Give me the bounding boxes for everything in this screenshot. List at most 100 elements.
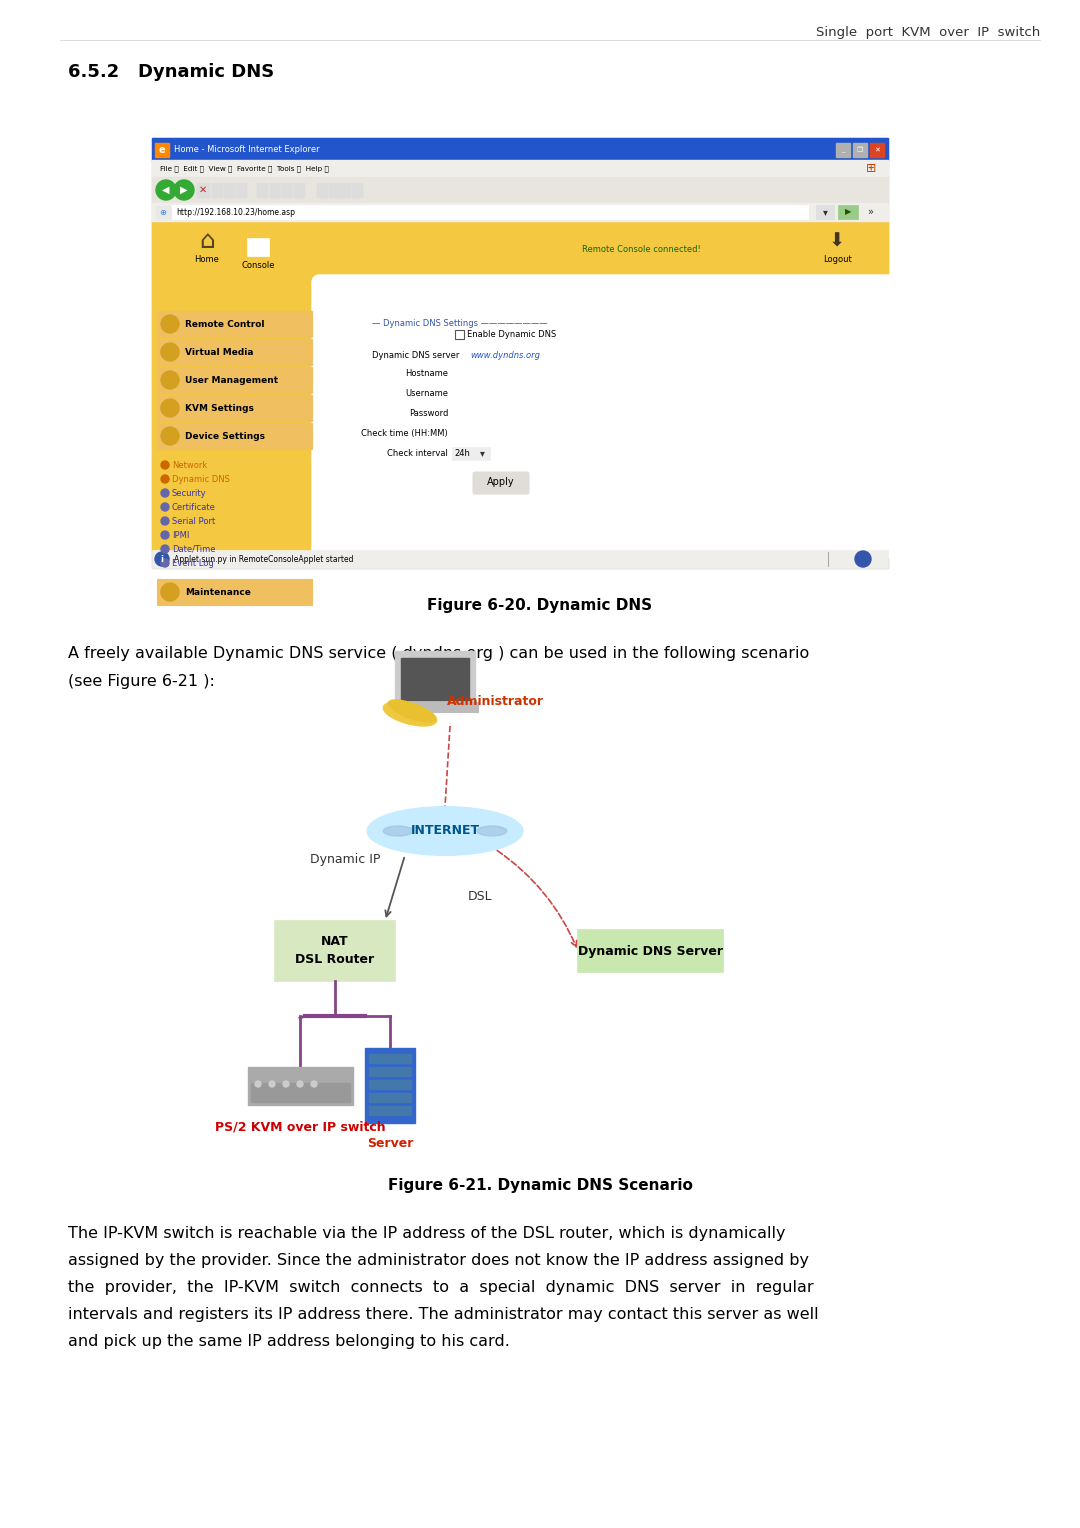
Text: Security: Security xyxy=(172,489,206,498)
Bar xyxy=(395,651,475,706)
Text: ⊞: ⊞ xyxy=(866,162,876,174)
Text: ❐: ❐ xyxy=(856,147,863,153)
Text: »: » xyxy=(867,206,873,217)
Bar xyxy=(152,138,888,160)
Bar xyxy=(152,138,888,568)
Text: Event Log: Event Log xyxy=(172,559,214,567)
Text: Network: Network xyxy=(172,460,207,469)
Bar xyxy=(453,367,597,380)
Bar xyxy=(455,330,464,339)
FancyBboxPatch shape xyxy=(312,275,896,558)
Bar xyxy=(318,183,327,197)
Text: Dynamic DNS Server: Dynamic DNS Server xyxy=(578,944,723,958)
Bar xyxy=(369,1067,411,1076)
Text: Password: Password xyxy=(408,408,448,417)
FancyBboxPatch shape xyxy=(473,472,529,494)
Bar xyxy=(853,144,867,157)
Bar xyxy=(352,183,362,197)
Circle shape xyxy=(156,180,176,200)
Bar xyxy=(237,183,246,197)
Text: 6.5.2   Dynamic DNS: 6.5.2 Dynamic DNS xyxy=(68,63,274,81)
Bar xyxy=(270,183,280,197)
Circle shape xyxy=(161,503,168,510)
Bar xyxy=(369,1093,411,1102)
Text: ⬇: ⬇ xyxy=(828,232,846,251)
Circle shape xyxy=(297,1080,303,1086)
Text: Username: Username xyxy=(405,388,448,397)
Bar xyxy=(157,423,312,449)
Text: ⊕: ⊕ xyxy=(160,208,166,217)
Text: e: e xyxy=(159,145,165,154)
Text: Certificate: Certificate xyxy=(172,503,216,512)
Text: Dynamic IP: Dynamic IP xyxy=(310,853,380,865)
Bar xyxy=(152,550,888,568)
Circle shape xyxy=(269,1080,275,1086)
Bar xyxy=(157,367,312,393)
Bar xyxy=(392,701,478,712)
Text: ✕: ✕ xyxy=(874,147,880,153)
Text: Remote Console connected!: Remote Console connected! xyxy=(582,244,701,254)
Bar xyxy=(369,1054,411,1063)
Bar xyxy=(453,387,597,400)
Circle shape xyxy=(156,552,168,565)
Bar xyxy=(224,183,234,197)
Bar xyxy=(152,203,888,222)
Text: Home - Microsoft Internet Explorer: Home - Microsoft Internet Explorer xyxy=(174,145,320,153)
Ellipse shape xyxy=(383,701,436,726)
Bar xyxy=(836,144,850,157)
Text: _: _ xyxy=(841,147,845,153)
Text: User Management: User Management xyxy=(185,376,279,385)
Bar xyxy=(369,1106,411,1115)
Circle shape xyxy=(161,532,168,539)
Bar xyxy=(157,339,312,365)
Text: Server: Server xyxy=(367,1137,414,1151)
Text: ▶: ▶ xyxy=(180,185,188,196)
Circle shape xyxy=(161,475,168,483)
Circle shape xyxy=(161,426,179,445)
Text: Maintenance: Maintenance xyxy=(185,587,251,596)
Text: Dynamic DNS: Dynamic DNS xyxy=(172,475,230,483)
Text: Single  port  KVM  over  IP  switch: Single port KVM over IP switch xyxy=(815,26,1040,40)
Text: DSL Router: DSL Router xyxy=(296,952,375,966)
Text: Applet sun.py in RemoteConsoleApplet started: Applet sun.py in RemoteConsoleApplet sta… xyxy=(174,555,353,564)
Bar xyxy=(401,659,469,700)
Circle shape xyxy=(855,552,870,567)
Bar xyxy=(275,921,395,981)
Text: Check interval: Check interval xyxy=(387,449,448,457)
Text: Check time (HH:MM): Check time (HH:MM) xyxy=(361,428,448,437)
Bar xyxy=(282,183,292,197)
Bar xyxy=(157,396,312,422)
Bar xyxy=(157,312,312,338)
Bar xyxy=(251,1083,350,1102)
Text: Figure 6-21. Dynamic DNS Scenario: Figure 6-21. Dynamic DNS Scenario xyxy=(388,1178,692,1193)
Bar xyxy=(453,406,597,420)
Text: Enable Dynamic DNS: Enable Dynamic DNS xyxy=(467,330,556,339)
Text: Virtual Media: Virtual Media xyxy=(185,347,254,356)
Circle shape xyxy=(161,371,179,390)
Bar xyxy=(329,183,339,197)
Text: INTERNET: INTERNET xyxy=(410,824,480,836)
Bar xyxy=(365,1048,415,1123)
Bar xyxy=(369,1080,411,1089)
Circle shape xyxy=(161,315,179,333)
Circle shape xyxy=(161,342,179,361)
Text: Serial Port: Serial Port xyxy=(172,516,215,526)
Circle shape xyxy=(161,461,168,469)
Bar xyxy=(340,183,350,197)
Text: ✕: ✕ xyxy=(199,185,207,196)
Circle shape xyxy=(161,545,168,553)
Bar xyxy=(294,183,303,197)
Text: — Dynamic DNS Settings ————————: — Dynamic DNS Settings ———————— xyxy=(372,319,548,329)
Bar xyxy=(212,183,222,197)
Circle shape xyxy=(161,399,179,417)
Ellipse shape xyxy=(383,827,414,836)
Bar xyxy=(247,238,269,257)
Text: ▶: ▶ xyxy=(845,208,851,217)
Bar xyxy=(157,579,312,605)
Text: Device Settings: Device Settings xyxy=(185,431,265,440)
Text: Remote Control: Remote Control xyxy=(185,319,265,329)
Bar xyxy=(197,183,210,197)
Circle shape xyxy=(161,584,179,601)
Text: the  provider,  the  IP-KVM  switch  connects  to  a  special  dynamic  DNS  ser: the provider, the IP-KVM switch connects… xyxy=(68,1280,813,1296)
Text: The IP-KVM switch is reachable via the IP address of the DSL router, which is dy: The IP-KVM switch is reachable via the I… xyxy=(68,1225,785,1241)
